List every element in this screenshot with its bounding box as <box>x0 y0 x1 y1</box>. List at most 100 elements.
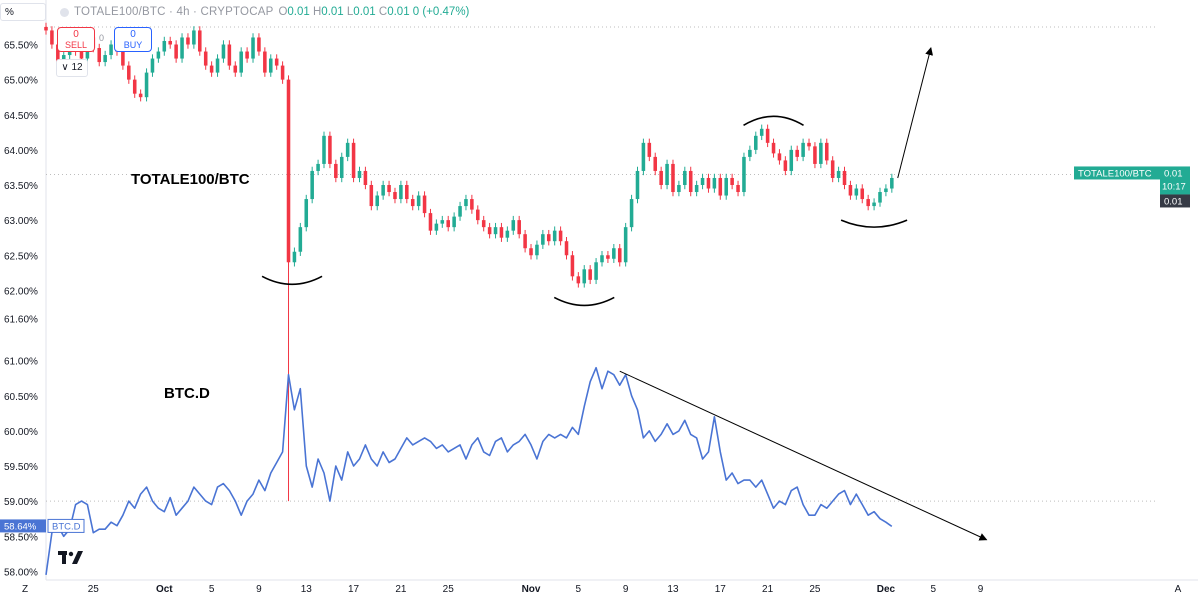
candle <box>724 177 728 196</box>
x-tick-label: 13 <box>667 584 679 595</box>
candle <box>168 40 172 45</box>
candle <box>186 37 190 45</box>
bottom-arc-oct <box>261 275 323 286</box>
x-tick-label: 17 <box>348 584 360 595</box>
candle <box>629 199 634 228</box>
candle <box>209 65 214 73</box>
candle <box>866 199 870 207</box>
candle <box>458 206 462 217</box>
y-tick-label: 65.50% <box>4 41 38 52</box>
symbol-header[interactable]: TOTALE100/BTC · 4h · CRYPTOCAP O0.01 H0.… <box>60 6 469 18</box>
user-drawings <box>261 47 988 541</box>
y-tick-label: 64.00% <box>4 146 38 157</box>
candle <box>156 51 161 59</box>
candle <box>890 177 894 189</box>
candle <box>647 142 652 157</box>
candle <box>103 55 107 63</box>
btcd-line <box>45 366 893 576</box>
candle <box>884 188 888 193</box>
candle <box>239 51 243 73</box>
last-value-tag <box>1160 194 1190 208</box>
up-arrow <box>897 47 934 179</box>
candle <box>416 195 421 207</box>
candle <box>499 227 504 238</box>
x-tick-label: Dec <box>877 584 896 595</box>
candle <box>783 160 788 171</box>
candle <box>641 142 646 171</box>
candle <box>322 135 326 164</box>
candle <box>700 177 705 185</box>
btcd-annotation-label: BTC.D <box>164 385 210 402</box>
candle <box>570 255 575 277</box>
candle <box>706 177 711 189</box>
candle <box>718 177 723 196</box>
candle <box>334 163 338 178</box>
candle <box>144 72 149 98</box>
down-trend-arrow <box>619 370 988 541</box>
x-axis-labels: Z 25 Oct 5 9 13 17 21 25 Nov 5 9 13 17 21 25 Dec 5 9 A <box>22 584 1182 595</box>
candle <box>127 65 131 80</box>
candle <box>748 149 752 157</box>
candle <box>730 177 734 185</box>
candle <box>369 185 374 207</box>
x-tick-label: 9 <box>256 584 262 595</box>
price-value-tag <box>1160 166 1190 195</box>
x-tick-label: 21 <box>762 584 774 595</box>
candle <box>582 269 587 284</box>
candle <box>298 227 303 252</box>
candle <box>257 37 261 52</box>
candle <box>363 170 368 185</box>
spread-value: 0 <box>99 33 105 43</box>
candle <box>588 269 592 280</box>
buy-button[interactable]: 0 BUY <box>114 27 152 52</box>
candle <box>215 58 220 73</box>
candle <box>304 199 309 228</box>
tradingview-logo-icon[interactable] <box>58 549 84 565</box>
candle <box>310 170 314 200</box>
candle <box>606 255 610 259</box>
candle <box>422 195 427 214</box>
candle <box>842 170 847 185</box>
candle <box>375 195 380 207</box>
candle <box>50 30 54 45</box>
candle <box>280 65 285 80</box>
y-axis-labels: 65.50% 65.00% 64.50% 64.00% 63.50% 63.00% 62.5… <box>4 41 38 579</box>
candle <box>564 241 569 256</box>
candle <box>688 170 693 193</box>
candle <box>221 44 226 59</box>
candle <box>345 142 350 157</box>
candle <box>268 58 273 73</box>
candle <box>487 227 492 235</box>
candle <box>546 234 551 242</box>
x-tick-label: 5 <box>576 584 582 595</box>
x-tick-label: Oct <box>156 584 173 595</box>
y-tick-label: 64.50% <box>4 111 38 122</box>
btcd-value-tag <box>0 519 46 533</box>
candle <box>860 188 865 200</box>
candle <box>558 230 563 242</box>
btcd-name-tag-text: BTC.D <box>52 521 81 532</box>
quantity-dropdown[interactable]: ∨ 12 <box>56 59 88 77</box>
candle <box>274 58 279 66</box>
candle <box>594 262 598 280</box>
candle <box>292 251 297 263</box>
price-value-tag-text: 0.01 <box>1164 168 1183 179</box>
symbol-title[interactable]: TOTALE100/BTC · 4h · CRYPTOCAP <box>74 6 274 18</box>
candle <box>109 44 113 56</box>
candle <box>765 128 770 143</box>
candle <box>162 40 167 52</box>
candle <box>665 163 669 185</box>
candle <box>132 79 137 94</box>
sell-button[interactable]: 0 SELL <box>57 27 95 52</box>
reference-lines <box>46 26 1158 502</box>
candle <box>410 199 415 207</box>
candle <box>617 248 622 263</box>
candle <box>742 156 746 193</box>
y-tick-label: 61.00% <box>4 357 38 368</box>
candle <box>357 170 362 178</box>
percent-scale-button[interactable]: % <box>0 3 46 21</box>
candle <box>795 149 799 157</box>
candle <box>192 30 196 45</box>
candle <box>541 234 545 245</box>
